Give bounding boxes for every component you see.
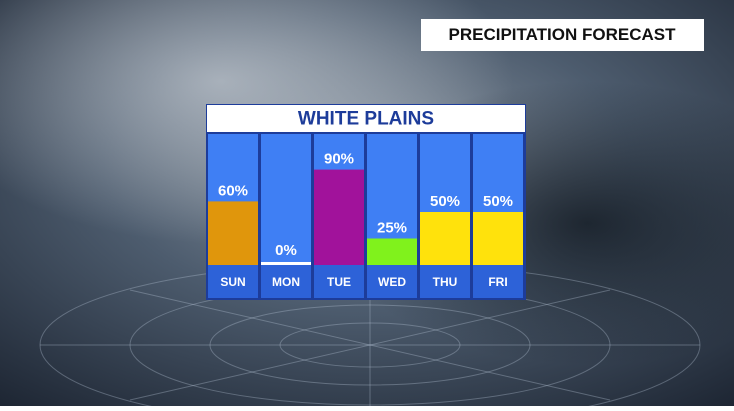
bar: [314, 169, 364, 265]
bar: [208, 201, 258, 265]
label-cell: [314, 265, 364, 298]
label-cell: [420, 265, 470, 298]
value-label: 90%: [324, 151, 354, 168]
category-label: TUE: [327, 275, 351, 289]
bar: [367, 238, 417, 265]
label-cell: [473, 265, 523, 298]
value-label: 50%: [430, 193, 460, 210]
category-label: WED: [378, 275, 406, 289]
chart-title: PRECIPITATION FORECAST: [449, 25, 677, 44]
chart-panel: [206, 104, 526, 300]
category-label: THU: [433, 275, 458, 289]
column: [261, 134, 311, 265]
value-label: 60%: [218, 182, 248, 199]
label-cell: [261, 265, 311, 298]
bar: [420, 212, 470, 265]
subtitle-box: [207, 105, 525, 132]
title-box: [421, 19, 704, 51]
value-label: 0%: [275, 242, 297, 259]
label-cell: [208, 265, 258, 298]
base-strip: [261, 262, 311, 265]
category-label: SUN: [220, 275, 245, 289]
chart-subtitle: WHITE PLAINS: [298, 109, 434, 130]
category-label: FRI: [488, 275, 507, 289]
label-cell: [367, 265, 417, 298]
category-label: MON: [272, 275, 300, 289]
value-label: 25%: [377, 219, 407, 236]
value-label: 50%: [483, 193, 513, 210]
bar: [473, 212, 523, 265]
